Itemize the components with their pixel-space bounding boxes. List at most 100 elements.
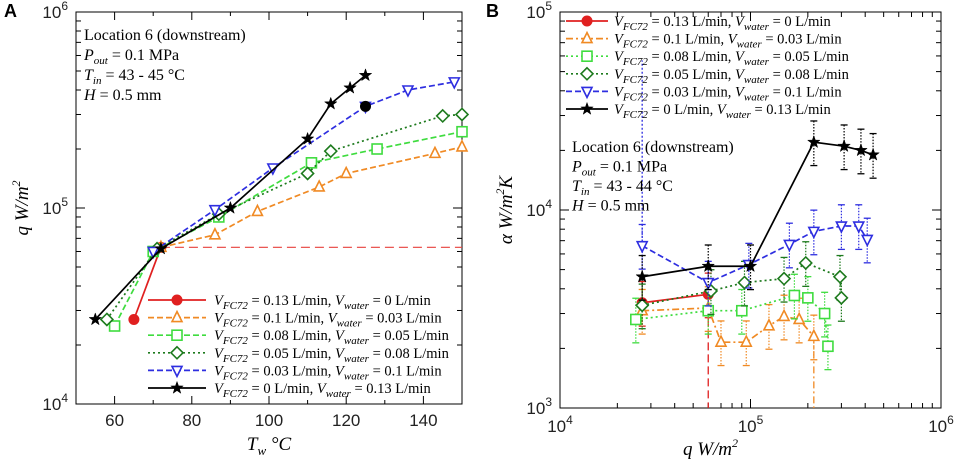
data-point-4-5 [447,77,461,90]
data-point-1-2 [251,203,264,217]
legend-entry-3: VFC72 = 0.05 L/min, Vwater = 0.08 L/min [214,346,450,365]
data-point-3-5 [435,108,450,124]
data-point-2-5 [456,125,468,138]
data-point-2-0 [630,313,642,326]
legend-entry-5: VFC72 = 0 L/min, Vwater = 0.13 L/min [214,381,431,400]
legend-entry-4: VFC72 = 0.03 L/min, Vwater = 0.1 L/min [614,84,842,103]
data-point-4-1 [208,204,222,218]
x-tick-label: 105 [738,413,764,436]
annotation-line-3: H = 0.5 mm [571,198,650,215]
data-point-1-5 [777,308,791,322]
legend-entry-4: VFC72 = 0.03 L/min, Vwater = 0.1 L/min [214,363,442,382]
legend-marker-2 [171,329,183,342]
data-point-2-0 [108,320,121,332]
legend-marker-0 [171,294,183,306]
x-tick-label: 60 [105,411,124,430]
data-point-2-2 [735,304,748,317]
data-point-4-6 [852,221,866,234]
data-point-2-3 [305,157,318,169]
legend-marker-4 [170,365,184,379]
legend-marker-0 [581,15,593,27]
y-tick-label: 105 [526,0,552,22]
data-point-3-3 [776,271,792,286]
data-point-1-2 [714,334,728,347]
data-point-3-3 [300,166,315,181]
data-point-3-6 [454,107,470,122]
y-tick-label: 104 [526,197,552,220]
data-point-5-6 [358,68,373,82]
data-point-3-0 [99,312,115,327]
annotation-line-0: Location 6 (downstream) [572,139,734,156]
data-point-5-0 [88,312,103,326]
legend-marker-5 [580,101,594,115]
data-point-3-0 [635,298,650,313]
x-axis-title: q W/m2 [683,436,738,460]
data-point-4-7 [860,234,874,248]
annotation-line-1: Pout = 0.1 MPa [83,47,179,67]
series-line-1 [642,307,815,344]
data-point-5-5 [854,143,868,157]
legend-marker-2 [581,50,593,63]
data-point-5-2 [223,200,238,214]
legend-entry-3: VFC72 = 0.05 L/min, Vwater = 0.08 L/min [614,67,850,86]
data-point-1-7 [807,328,821,342]
y-axis-title: q W/m2 [9,180,33,235]
panel-a: A 60 80 100 120 140 104 105 106 Tw °C q W/m2 Locati… [4,0,470,458]
data-point-5-2 [743,258,758,273]
data-point-5-5 [343,80,357,94]
data-point-4-0 [146,246,160,260]
data-point-2-6 [822,340,834,353]
data-point-4-4 [807,226,821,240]
series-line-0 [133,247,162,320]
x-tick-label: 104 [547,413,573,436]
legend-entry-5: VFC72 = 0 L/min, Vwater = 0.13 L/min [614,102,831,121]
x-tick-label: 120 [332,411,360,430]
data-point-1-3 [739,334,753,347]
data-point-5-3 [300,131,315,145]
data-point-5-6 [866,147,880,161]
series-line-4 [152,81,455,253]
data-point-1-6 [455,139,469,152]
data-point-2-5 [818,307,831,320]
data-point-3-4 [323,144,338,159]
x-tick-label: 80 [182,411,201,430]
data-point-2-4 [802,292,814,304]
panel-letter-a: A [4,1,17,21]
annotation-line-2: Tin = 43 - 44 °C [572,178,673,198]
legend-entry-1: VFC72 = 0.1 L/min, Vwater = 0.03 L/min [214,311,442,330]
data-point-0-0 [128,313,140,325]
legend-entry-1: VFC72 = 0.1 L/min, Vwater = 0.03 L/min [614,32,842,51]
y-tick-label: 105 [42,195,68,218]
legend-entry-0: VFC72 = 0.13 L/min, Vwater = 0 L/min [614,14,831,33]
legend-marker-5 [170,380,184,394]
legend-marker-1 [170,309,184,323]
data-point-4-5 [835,221,848,234]
data-point-3-5 [832,269,848,284]
data-point-4-4 [401,85,415,98]
series-line-3 [106,113,463,320]
x-tick-label: 100 [255,411,283,430]
data-point-3-4 [798,255,813,271]
series-line-0 [642,293,709,304]
x-axis-title: Tw °C [247,434,292,458]
data-point-4-0 [635,240,649,254]
panel-letter-b: B [486,1,499,21]
legend-entry-2: VFC72 = 0.08 L/min, Vwater = 0.05 L/min [214,328,450,347]
data-point-5-0 [635,269,650,283]
series-line-5 [642,141,874,278]
data-point-1-4 [762,318,776,331]
annotation-line-3: H = 0.5 mm [83,87,162,104]
annotation-line-2: Tin = 43 - 45 °C [84,67,185,87]
data-point-5-4 [837,138,852,153]
data-point-5-1 [154,241,168,255]
annotation-line-0: Location 6 (downstream) [84,27,246,44]
legend-marker-3 [579,66,595,81]
y-tick-label: 103 [526,395,552,418]
data-point-5-1 [701,258,716,273]
data-point-3-6 [834,290,849,305]
data-point-1-5 [428,145,442,159]
data-point-1-3 [312,179,326,192]
data-point-4-3 [783,239,796,253]
